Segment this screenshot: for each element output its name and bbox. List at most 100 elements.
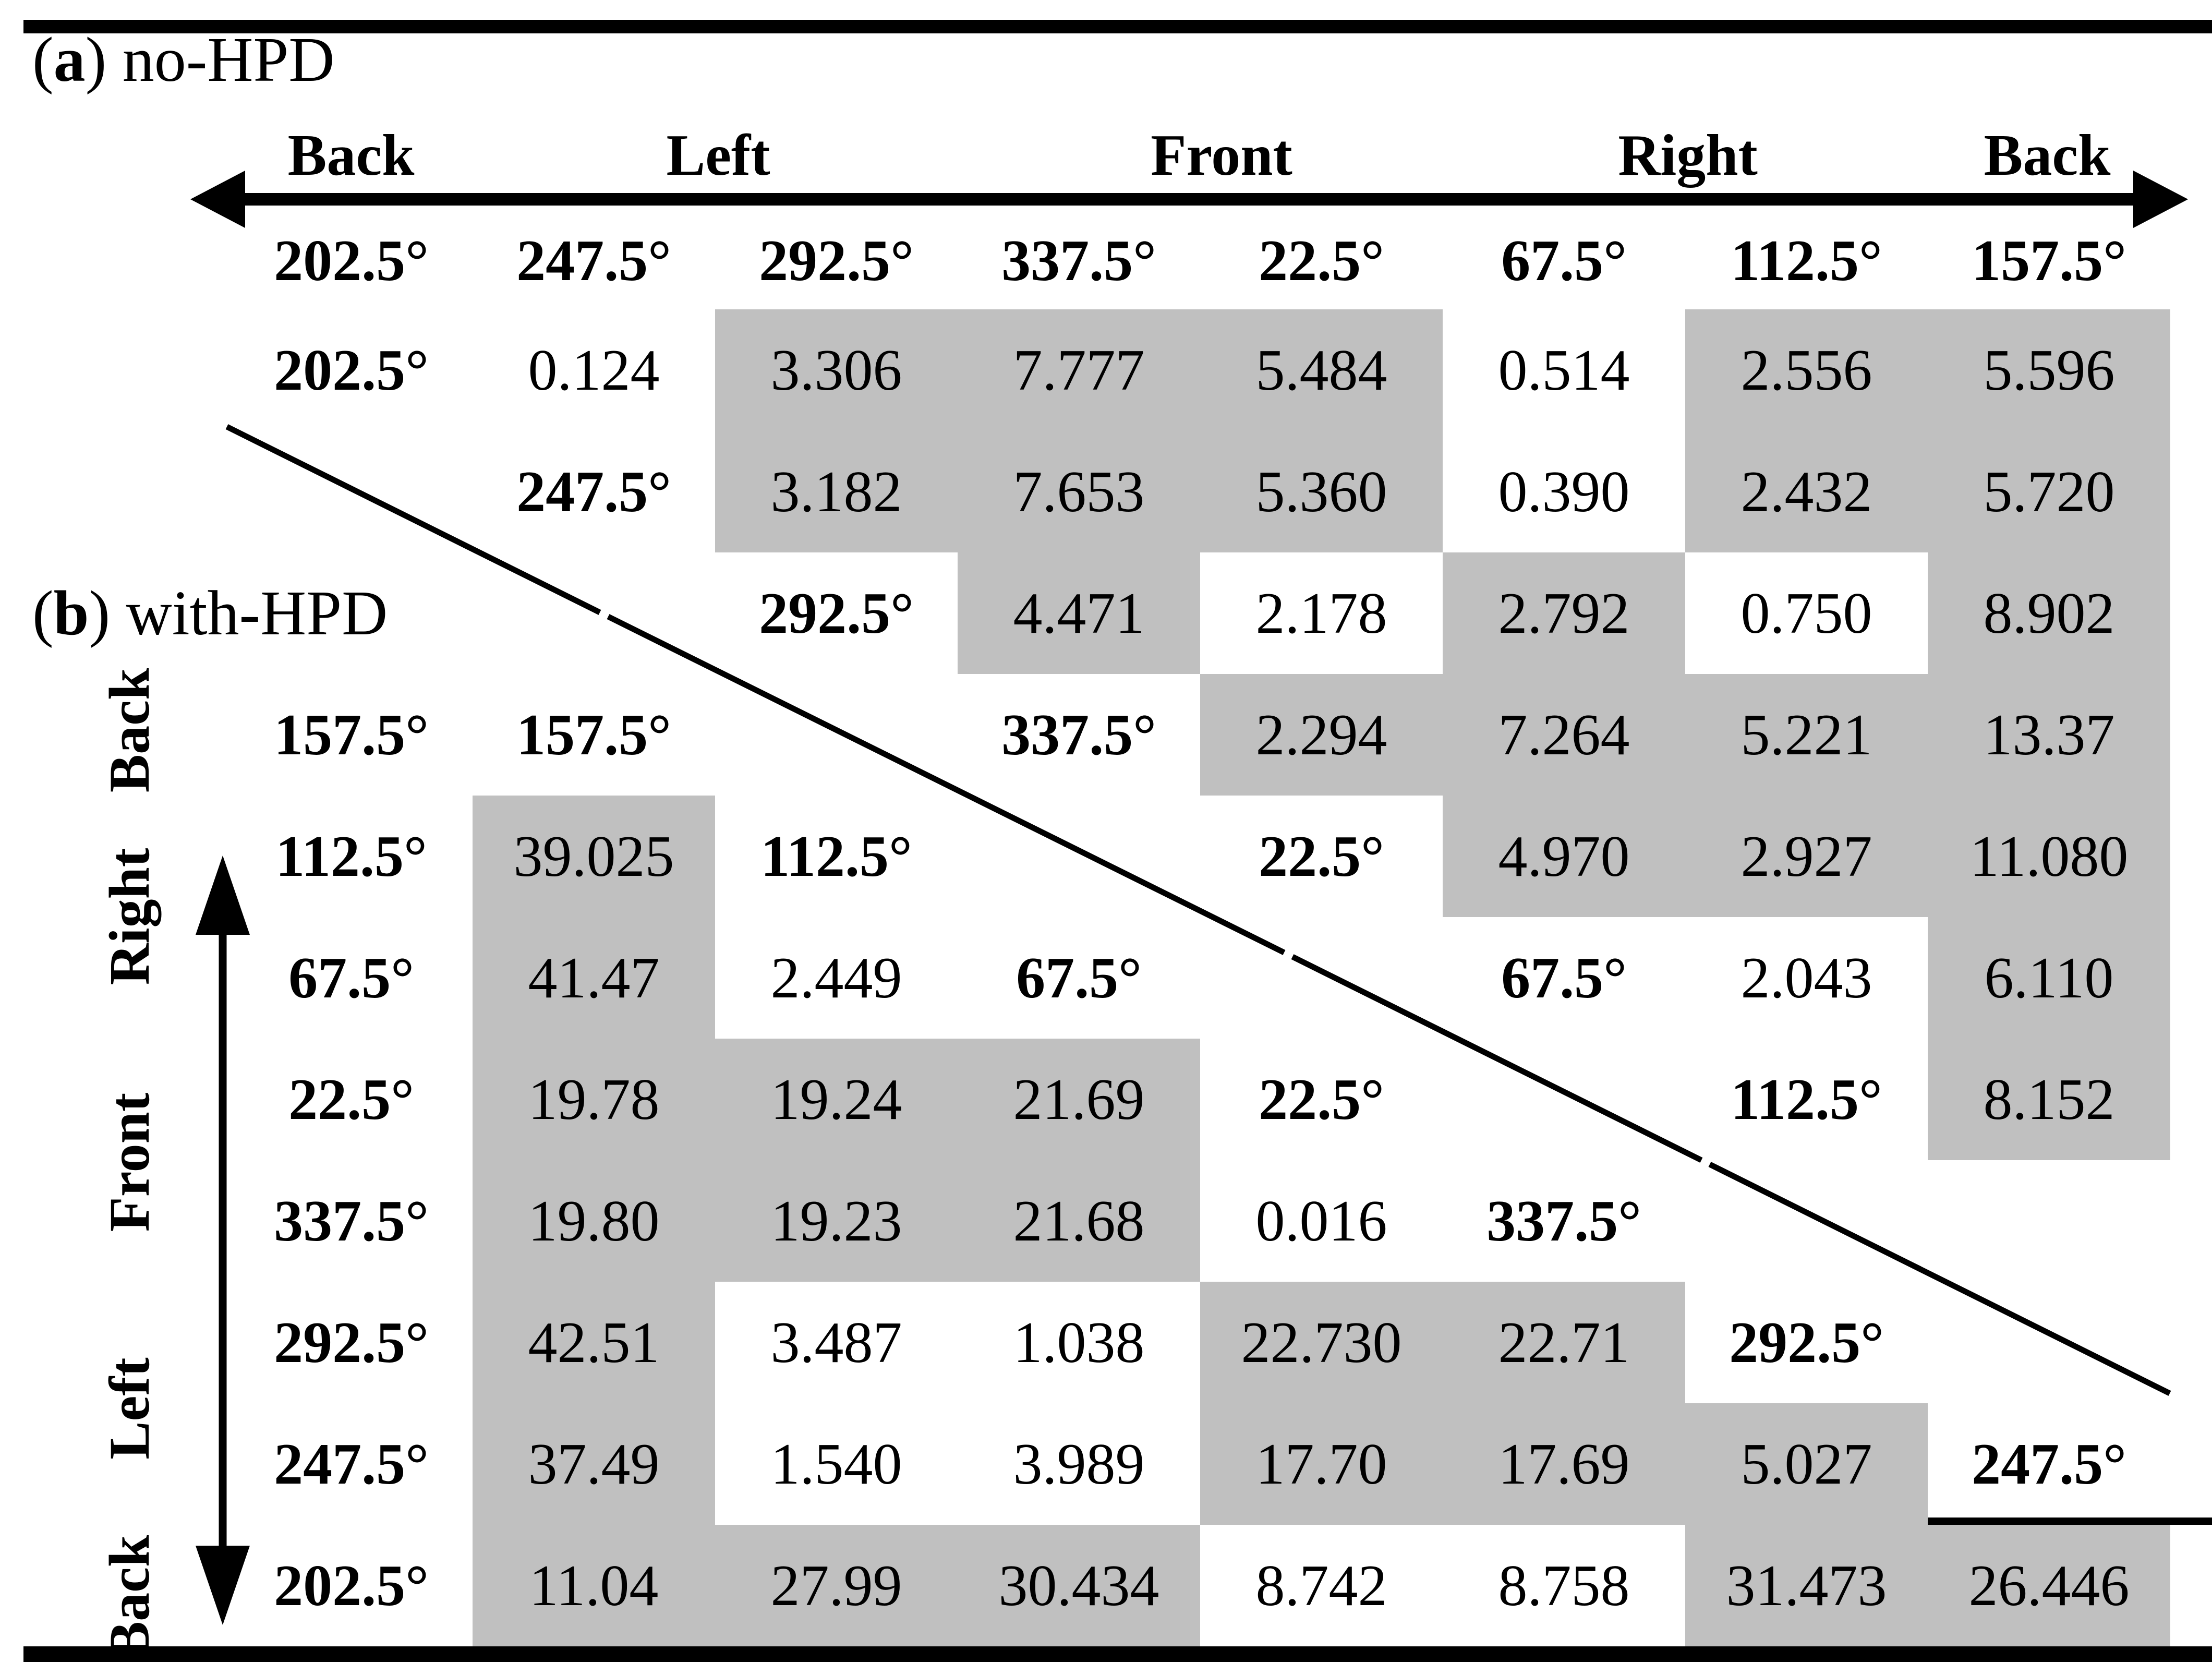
cell-text: 17.69 bbox=[1498, 1431, 1630, 1497]
cell-text: 0.514 bbox=[1498, 338, 1630, 403]
cell-text: 112.5° bbox=[1731, 1067, 1882, 1132]
cell-text: 5.360 bbox=[1255, 459, 1387, 524]
cell-text: 7.653 bbox=[1013, 459, 1145, 524]
panel-b-rest: ) with-HPD bbox=[89, 578, 388, 648]
value-cell: 0.514 bbox=[1443, 309, 1685, 431]
cell-text: 13.37 bbox=[1983, 702, 2115, 767]
cell-text: 11.04 bbox=[529, 1553, 659, 1618]
value-cell: 11.04 bbox=[473, 1525, 715, 1646]
cell-text: 292.5° bbox=[759, 581, 914, 646]
cell-text: 8.742 bbox=[1255, 1553, 1387, 1618]
value-cell: 2.792 bbox=[1443, 552, 1685, 674]
diagonal-divider-line bbox=[225, 424, 2171, 1396]
cell-text: 17.70 bbox=[1255, 1431, 1387, 1497]
top-axis-label-back: Back bbox=[287, 123, 415, 188]
value-cell: 42.51 bbox=[473, 1282, 715, 1403]
value-cell: 19.23 bbox=[715, 1160, 958, 1282]
cell-text: 21.69 bbox=[1013, 1067, 1145, 1132]
panel-a-rest: ) no-HPD bbox=[85, 25, 335, 95]
cell-text: 22.5° bbox=[1259, 824, 1384, 889]
cell-text: 202.5° bbox=[274, 1553, 429, 1618]
cell-text: 157.5° bbox=[516, 702, 671, 767]
diagonal-angle-cell: 157.5° bbox=[473, 674, 715, 796]
value-cell: 1.038 bbox=[958, 1282, 1200, 1403]
cell-text: 6.110 bbox=[1984, 945, 2114, 1010]
top-axis-label-front: Front bbox=[1151, 123, 1292, 188]
value-cell: 3.989 bbox=[958, 1403, 1200, 1525]
cell-text: 0.390 bbox=[1498, 459, 1630, 524]
cell-text: 22.5° bbox=[288, 1067, 414, 1132]
cell-text: 292.5° bbox=[274, 1310, 429, 1375]
cell-text: 41.47 bbox=[528, 945, 660, 1010]
row-header-cell: 247.5° bbox=[230, 1403, 473, 1525]
cell-text: 67.5° bbox=[1501, 945, 1627, 1010]
cell-text: 2.432 bbox=[1740, 459, 1872, 524]
cell-text: 42.51 bbox=[528, 1310, 660, 1375]
cell-text: 2.449 bbox=[770, 945, 902, 1010]
diagonal-angle-cell: 202.5° bbox=[230, 309, 473, 431]
cell-text: 30.434 bbox=[998, 1553, 1159, 1618]
cell-text: 2.927 bbox=[1740, 824, 1872, 889]
value-cell: 22.730 bbox=[1200, 1282, 1443, 1403]
value-cell: 22.71 bbox=[1443, 1282, 1685, 1403]
row-header-cell: 112.5° bbox=[230, 796, 473, 917]
value-cell: 0.016 bbox=[1200, 1160, 1443, 1282]
left-arrowhead-icon bbox=[190, 171, 245, 228]
value-cell: 5.596 bbox=[1928, 309, 2170, 431]
diagonal-angle-cell: 292.5° bbox=[715, 552, 958, 674]
panel-a-letter: a bbox=[53, 25, 86, 95]
value-cell: 19.80 bbox=[473, 1160, 715, 1282]
column-header: 22.5° bbox=[1259, 228, 1384, 293]
column-header: 202.5° bbox=[274, 228, 429, 293]
cell-text: 202.5° bbox=[274, 338, 429, 403]
row-header-cell: 337.5° bbox=[230, 1160, 473, 1282]
cell-text: 4.471 bbox=[1013, 581, 1145, 646]
diagonal-angle-cell: 247.5° bbox=[473, 431, 715, 552]
cell-text: 8.902 bbox=[1983, 581, 2115, 646]
cell-text: 1.540 bbox=[770, 1431, 902, 1497]
up-arrowhead-icon bbox=[196, 856, 250, 935]
value-cell: 26.446 bbox=[1928, 1525, 2170, 1646]
cell-text: 2.792 bbox=[1498, 581, 1630, 646]
cell-text: 3.182 bbox=[770, 459, 902, 524]
diagonal-angle-cell: 337.5° bbox=[958, 674, 1200, 796]
diagonal-angle-cell: 337.5° bbox=[1443, 1160, 1685, 1282]
value-cell: 5.221 bbox=[1685, 674, 1928, 796]
panel-a-label: (a) no-HPD bbox=[32, 28, 334, 92]
value-cell: 17.69 bbox=[1443, 1403, 1685, 1525]
cell-text: 31.473 bbox=[1726, 1553, 1887, 1618]
value-cell: 5.027 bbox=[1685, 1403, 1928, 1525]
diagonal-angle-cell: 22.5° bbox=[1200, 796, 1443, 917]
top-axis-label-left: Left bbox=[666, 123, 770, 188]
diagonal-angle-cell: 67.5° bbox=[1443, 917, 1685, 1039]
value-cell: 0.390 bbox=[1443, 431, 1685, 552]
panel-b-label: (b) with-HPD bbox=[32, 582, 388, 645]
value-cell: 2.927 bbox=[1685, 796, 1928, 917]
value-cell: 21.68 bbox=[958, 1160, 1200, 1282]
cell-text: 19.23 bbox=[770, 1188, 902, 1254]
column-header: 112.5° bbox=[1731, 228, 1882, 293]
row-header-cell: 157.5° bbox=[230, 674, 473, 796]
top-axis-label-back: Back bbox=[1984, 123, 2111, 188]
panel-a-paren-open: ( bbox=[32, 25, 54, 95]
value-cell: 8.742 bbox=[1200, 1525, 1443, 1646]
cell-text: 22.5° bbox=[1259, 1067, 1384, 1132]
value-cell: 11.080 bbox=[1928, 796, 2170, 917]
value-cell: 27.99 bbox=[715, 1525, 958, 1646]
top-axis-label-right: Right bbox=[1618, 123, 1758, 188]
diagonal-angle-cell: 112.5° bbox=[715, 796, 958, 917]
top-rule bbox=[23, 20, 2212, 33]
cell-text: 7.264 bbox=[1498, 702, 1630, 767]
value-cell: 2.449 bbox=[715, 917, 958, 1039]
value-cell: 7.653 bbox=[958, 431, 1200, 552]
cell-text: 22.730 bbox=[1241, 1310, 1402, 1375]
value-cell: 2.178 bbox=[1200, 552, 1443, 674]
diagonal-angle-cell: 22.5° bbox=[1200, 1039, 1443, 1160]
value-cell: 5.720 bbox=[1928, 431, 2170, 552]
value-cell: 2.043 bbox=[1685, 917, 1928, 1039]
column-header: 67.5° bbox=[1501, 228, 1627, 293]
cell-text: 3.989 bbox=[1013, 1431, 1145, 1497]
column-header: 157.5° bbox=[1972, 228, 2126, 293]
cell-text: 247.5° bbox=[274, 1431, 429, 1497]
